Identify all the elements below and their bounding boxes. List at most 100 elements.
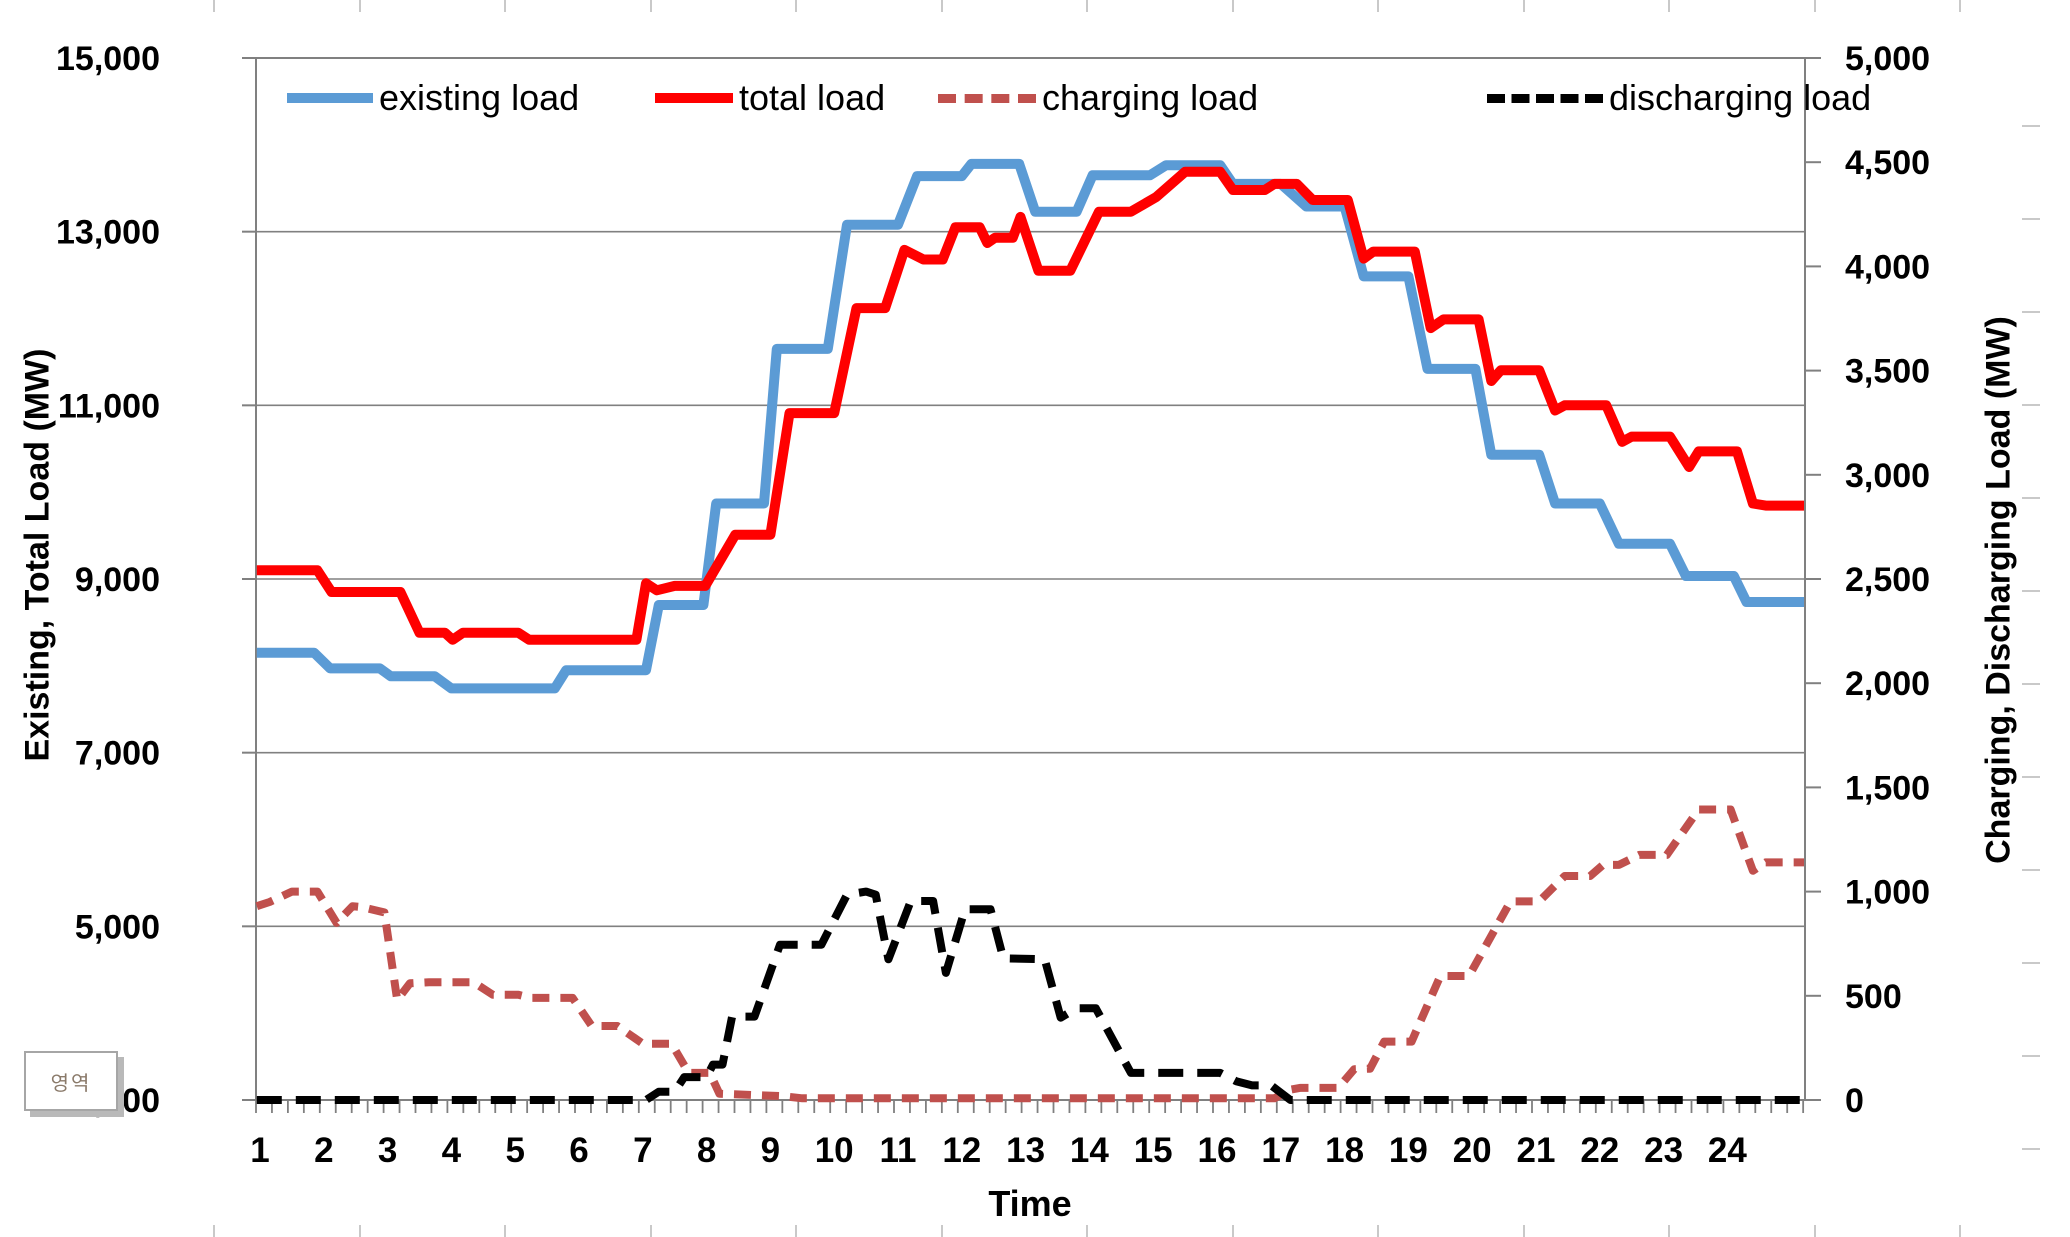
worksheet-tick-right [2022,125,2040,127]
existing-load-line-swatch [287,93,373,103]
worksheet-tick-bottom [795,1225,797,1237]
worksheet-tick-right [2022,590,2040,592]
worksheet-tick-top [1377,0,1379,12]
x-axis-tick-label: 23 [1644,1131,1683,1170]
worksheet-tick-top [1813,0,1816,12]
right-axis-tick-label: 3,500 [1845,353,1930,391]
worksheet-tick-bottom [1522,1225,1525,1237]
right-axis-tick-label: 500 [1845,978,1902,1016]
worksheet-tick-top [358,0,361,12]
area-text-box-label: 영역 [50,1072,92,1095]
right-axis-tick-label: 1,500 [1845,769,1930,807]
worksheet-tick-right [2022,962,2040,964]
worksheet-tick-right [2022,404,2040,406]
charging-load-line-swatch [938,93,1036,103]
worksheet-tick-bottom [940,1225,943,1237]
worksheet-tick-top [1231,0,1234,12]
worksheet-tick-right [2022,776,2040,778]
charging-load-line [255,805,1804,1103]
right-axis-tick-label: 0 [1845,1082,1864,1120]
worksheet-tick-bottom [1959,1225,1961,1237]
x-axis-tick-label: 7 [633,1131,652,1170]
right-axis-tick-label: 4,000 [1845,248,1930,286]
worksheet-tick-top [1086,0,1088,12]
legend-item-charging-load: charging load [938,74,1258,122]
x-axis-tick-label: 14 [1070,1131,1109,1170]
x-axis-tick-label: 9 [761,1131,780,1170]
x-axis-tick-label: 15 [1134,1131,1173,1170]
left-axis-tick-label: 7,000 [75,735,160,773]
right-axis-tick-label: 1,000 [1845,874,1930,912]
right-axis-title: Charging, Discharging Load (MW) [1979,316,2018,864]
legend-label: existing load [379,77,580,118]
x-axis-tick-label: 17 [1261,1131,1300,1170]
left-axis-title: Existing, Total Load (MW) [18,348,57,762]
legend-item-discharging-load: discharging load [1487,74,1871,122]
worksheet-tick-right [2022,683,2040,685]
worksheet-tick-bottom [1231,1225,1234,1237]
worksheet-tick-bottom [649,1225,652,1237]
x-axis-tick-label: 22 [1580,1131,1619,1170]
x-axis-tick-label: 19 [1389,1131,1428,1170]
worksheet-tick-top [795,0,797,12]
left-axis-tick-label: 13,000 [56,214,160,252]
left-axis-tick-label: 15,000 [56,40,160,78]
worksheet-tick-bottom [1377,1225,1379,1237]
x-axis-tick-label: 3 [378,1131,397,1170]
x-axis-tick-label: 13 [1006,1131,1045,1170]
x-axis-tick-label: 1 [250,1131,269,1170]
x-axis-tick-label: 8 [697,1131,716,1170]
worksheet-tick-top [1522,0,1525,12]
worksheet-tick-right [2022,497,2040,499]
left-axis-tick-label: 11,000 [58,387,160,425]
total-load-line-swatch [655,93,733,103]
x-axis-tick-label: 21 [1517,1131,1556,1170]
worksheet-tick-bottom [1668,1225,1670,1237]
left-axis-tick-label: 9,000 [75,561,160,599]
legend-label: discharging load [1609,77,1872,118]
existing-load-line [256,158,1804,694]
legend-label: charging load [1042,77,1259,118]
right-axis-tick-label: 2,000 [1845,665,1930,703]
legend-item-total-load: total load [655,74,885,122]
legend-label: total load [739,77,886,118]
worksheet-tick-bottom [213,1225,215,1237]
legend-item-existing-load: existing load [287,74,579,122]
worksheet-tick-top [1668,0,1670,12]
area-text-box: 영역 [24,1051,118,1111]
left-axis-tick-label: 5,000 [75,908,160,946]
right-axis-tick-label: 2,500 [1845,561,1930,599]
worksheet-tick-top [504,0,506,12]
worksheet-tick-bottom [1086,1225,1088,1237]
x-axis-tick-label: 18 [1325,1131,1364,1170]
x-axis-tick-label: 20 [1453,1131,1492,1170]
worksheet-tick-right [2022,311,2040,313]
worksheet-tick-right [2022,869,2040,871]
right-axis-tick-label: 4,500 [1845,144,1930,182]
x-axis-tick-label: 11 [880,1131,917,1170]
x-axis-tick-label: 24 [1708,1131,1747,1170]
worksheet-tick-top [1959,0,1961,12]
worksheet-tick-right [2022,1148,2040,1150]
worksheet-tick-top [649,0,652,12]
x-axis-title: Time [988,1183,1072,1224]
x-axis-tick-label: 2 [314,1131,333,1170]
x-axis-tick-label: 6 [569,1131,588,1170]
x-axis-tick-label: 16 [1198,1131,1237,1170]
right-axis-tick-label: 3,000 [1845,457,1930,495]
x-axis-tick-label: 5 [505,1131,524,1170]
x-axis-tick-label: 12 [942,1131,981,1170]
discharging-load-line-swatch [1487,93,1603,103]
x-axis-tick-label: 4 [442,1131,462,1170]
worksheet-tick-top [213,0,215,12]
worksheet-tick-bottom [504,1225,506,1237]
x-axis-tick-label: 10 [815,1131,854,1170]
worksheet-tick-bottom [1813,1225,1816,1237]
right-axis-tick-label: 5,000 [1845,40,1930,78]
total-load-line [256,166,1804,645]
worksheet-tick-top [940,0,943,12]
worksheet-tick-bottom [358,1225,361,1237]
worksheet-tick-right [2022,218,2040,220]
